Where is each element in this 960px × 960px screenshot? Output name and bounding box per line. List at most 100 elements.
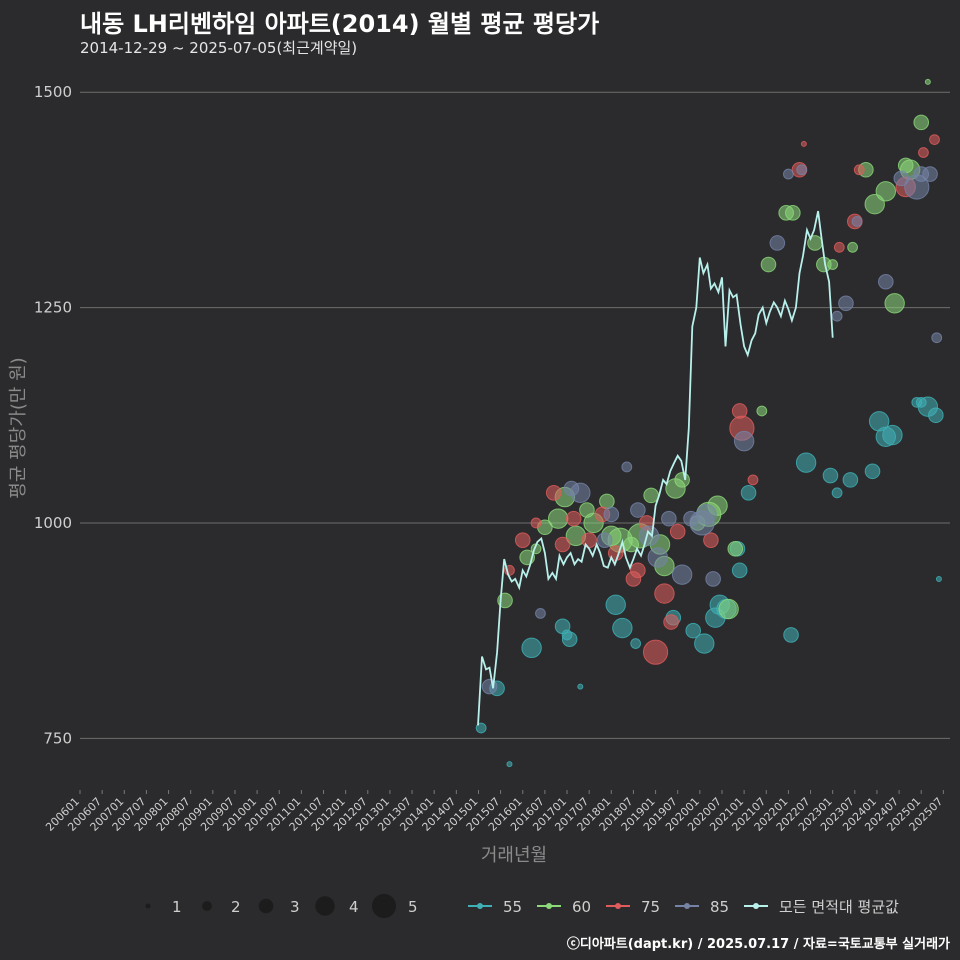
size-legend-key	[315, 896, 335, 916]
area-legend-label: 85	[710, 898, 729, 916]
grid-lines	[79, 91, 950, 794]
point-55	[864, 463, 881, 480]
size-legend-label: 5	[408, 898, 418, 916]
size-legend-key	[371, 893, 397, 919]
y-tick-label: 750	[43, 729, 72, 747]
size-legend-label: 2	[231, 898, 241, 916]
point-55	[612, 617, 633, 639]
point-55	[506, 761, 513, 768]
point-60	[727, 540, 744, 557]
legend: 1 2 3 4 5 55 60 75 85 모든 면적대 평균값	[145, 893, 899, 919]
average-line	[477, 210, 834, 726]
point-85	[621, 461, 633, 473]
point-60	[875, 181, 897, 202]
x-axis-label: 거래년월	[481, 845, 547, 866]
size-legend-key	[202, 901, 212, 911]
point-85	[638, 525, 660, 547]
point-55	[928, 407, 944, 424]
point-60	[884, 293, 905, 314]
point-85	[647, 547, 668, 568]
avg-legend-dot	[753, 903, 759, 909]
point-55	[561, 631, 578, 648]
avg-legend-label: 모든 면적대 평균값	[779, 898, 899, 916]
point-60	[827, 259, 839, 270]
point-75	[663, 614, 679, 630]
size-legend-key	[258, 898, 274, 914]
point-85	[733, 430, 755, 452]
size-legend-label: 3	[290, 898, 300, 916]
point-55	[935, 575, 942, 582]
point-55	[694, 633, 715, 654]
point-85	[831, 310, 843, 322]
point-85	[661, 510, 677, 527]
point-85	[878, 273, 894, 290]
point-60	[599, 493, 615, 510]
point-75	[669, 523, 686, 540]
point-55	[731, 562, 748, 579]
area-legend-label: 75	[641, 898, 660, 916]
area-legend-label: 60	[572, 898, 591, 916]
area-legend-dot	[615, 903, 621, 909]
area-legend-dot	[684, 903, 690, 909]
point-75	[654, 583, 675, 604]
x-tick-labels: 2006012006072007012007072008012008072009…	[43, 795, 945, 834]
point-55	[630, 638, 642, 649]
point-55	[577, 683, 584, 690]
point-85	[671, 564, 693, 585]
point-60	[924, 78, 931, 85]
point-85	[851, 216, 863, 227]
point-85	[696, 504, 717, 525]
point-55	[475, 722, 487, 734]
point-55	[521, 637, 542, 659]
scatter-points	[475, 78, 944, 768]
point-75	[581, 532, 597, 548]
point-55	[831, 487, 843, 499]
point-85	[603, 506, 620, 523]
point-75	[565, 510, 582, 527]
point-75	[800, 140, 807, 147]
point-75	[833, 241, 845, 253]
point-55	[842, 472, 859, 488]
point-60	[847, 241, 858, 253]
y-axis-label: 평균 평당가(만 원)	[8, 357, 29, 498]
chart-title: 내동 LH리벤하임 아파트(2014) 월별 평균 평당가	[80, 10, 600, 38]
point-85	[705, 571, 721, 587]
point-85	[570, 482, 591, 504]
y-tick-label: 1000	[34, 514, 72, 532]
y-tick-labels: 750 1000 1250 1500	[34, 83, 72, 747]
area-legend-dot	[477, 903, 483, 909]
point-75	[853, 164, 865, 176]
point-85	[596, 532, 613, 548]
point-75	[918, 147, 929, 158]
point-85	[922, 166, 938, 182]
avg-series-line	[477, 210, 834, 726]
point-60	[760, 256, 777, 273]
footer-credit: ⓒ디아파트(dapt.kr) / 2025.07.17 / 자료=국토교통부 실…	[566, 937, 950, 952]
point-75	[747, 474, 759, 486]
point-55	[685, 622, 702, 639]
area-legend-dot	[546, 903, 552, 909]
point-55	[605, 594, 626, 615]
point-75	[554, 536, 571, 553]
size-legend-label: 4	[349, 898, 359, 916]
point-60	[756, 405, 768, 417]
point-60	[643, 487, 659, 504]
point-75	[703, 532, 719, 548]
point-55	[882, 424, 903, 446]
point-55	[740, 485, 757, 501]
point-85	[630, 502, 646, 518]
point-85	[796, 164, 808, 176]
point-60	[913, 114, 930, 131]
point-75	[545, 485, 562, 501]
point-55	[822, 467, 839, 484]
point-75	[630, 562, 646, 579]
chart-subtitle: 2014-12-29 ~ 2025-07-05(최근계약일)	[80, 39, 358, 57]
point-75	[530, 517, 542, 529]
point-60	[785, 205, 801, 221]
point-75	[514, 532, 531, 548]
point-85	[535, 608, 546, 619]
point-60	[674, 472, 690, 488]
point-55	[783, 627, 799, 643]
y-tick-label: 1500	[34, 83, 72, 101]
